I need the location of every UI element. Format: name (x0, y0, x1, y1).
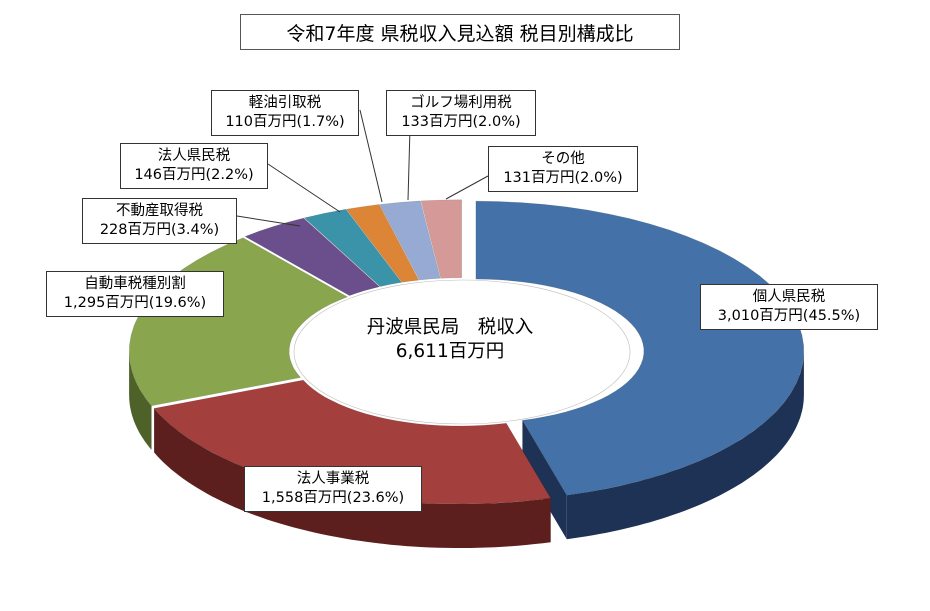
slice-label: 軽油引取税 110百万円(1.7%) (211, 90, 359, 136)
slice-label-value: 133百万円(2.0%) (401, 114, 521, 130)
donut-hole (293, 279, 631, 425)
slice-side (129, 351, 152, 450)
pie-slice (475, 200, 804, 496)
center-label-title: 丹波県民局 税収入 (366, 317, 534, 338)
slice-label: 法人事業税 1,558百万円(23.6%) (244, 466, 422, 512)
chart-title: 令和7年度 県税収入見込額 税目別構成比 (240, 14, 680, 50)
leader-line (236, 215, 301, 227)
pie-slice (379, 200, 441, 281)
pie-slice (345, 204, 420, 283)
slice-cut-face (522, 420, 567, 540)
slice-label-name: 法人事業税 (296, 471, 370, 487)
slice-label-value: 1,295百万円(19.6%) (63, 295, 207, 311)
slice-label-value: 3,010百万円(45.5%) (717, 308, 861, 324)
slice-label-name: 法人県民税 (157, 148, 231, 164)
slice-side (154, 408, 551, 548)
slice-label-name: 個人県民税 (752, 289, 826, 305)
center-label: 丹波県民局 税収入 6,611百万円 (300, 316, 600, 364)
slice-label: 自動車税種別割 1,295百万円(19.6%) (46, 271, 224, 317)
slice-label-value: 1,558百万円(23.6%) (261, 490, 405, 506)
slice-side (566, 351, 804, 540)
slice-label: 不動産取得税 228百万円(3.4%) (82, 198, 237, 244)
slice-label-value: 228百万円(3.4%) (99, 222, 220, 238)
slice-label-name: 軽油引取税 (248, 95, 322, 111)
slice-label: 個人県民税 3,010百万円(45.5%) (700, 284, 878, 330)
slice-label: その他 131百万円(2.0%) (488, 146, 638, 192)
leader-line (445, 175, 489, 200)
slice-label: 法人県民税 146百万円(2.2%) (120, 143, 268, 189)
slice-label-value: 131百万円(2.0%) (503, 170, 623, 186)
pie-slice (244, 217, 381, 296)
leader-lines (236, 109, 489, 227)
slice-label: ゴルフ場利用税 133百万円(2.0%) (386, 90, 536, 136)
leader-line (407, 127, 411, 201)
slice-label-value: 146百万円(2.2%) (134, 167, 254, 183)
pie-slice (420, 199, 462, 279)
center-label-total: 6,611百万円 (395, 341, 505, 362)
pie-slice (303, 208, 403, 287)
slice-label-name: その他 (541, 151, 585, 167)
leader-line (359, 109, 383, 203)
leader-line (267, 163, 341, 213)
slice-label-name: 不動産取得税 (116, 203, 203, 219)
pie-sides (129, 351, 804, 548)
slice-label-name: 自動車税種別割 (84, 276, 186, 292)
slice-label-name: ゴルフ場利用税 (410, 95, 512, 111)
slice-label-value: 110百万円(1.7%) (225, 114, 345, 130)
